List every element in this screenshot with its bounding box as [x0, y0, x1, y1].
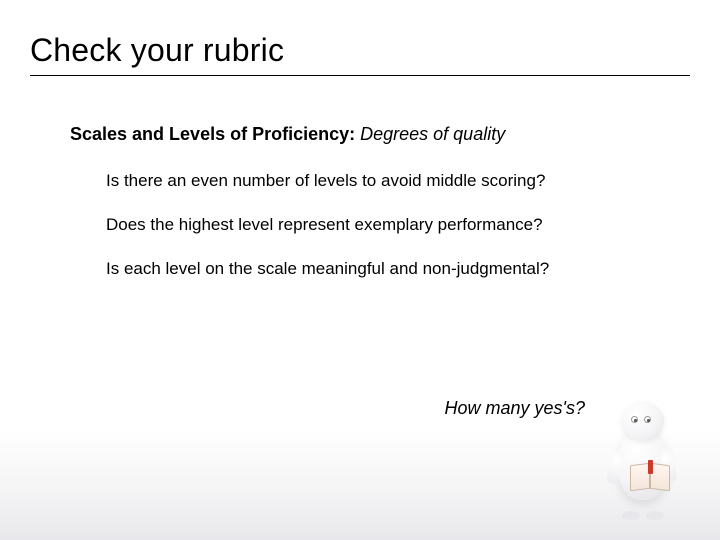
book-bookmark — [648, 460, 653, 474]
question-3: Is each level on the scale meaningful an… — [106, 259, 690, 279]
mascot-eye-right — [644, 416, 651, 423]
subheading: Scales and Levels of Proficiency: Degree… — [70, 124, 690, 145]
mascot-illustration — [600, 400, 690, 520]
mascot-foot-right — [646, 511, 664, 520]
title-underline — [30, 75, 690, 76]
page-title: Check your rubric — [30, 32, 690, 69]
mascot-head — [622, 402, 664, 440]
subheading-bold: Scales and Levels of Proficiency: — [70, 124, 360, 144]
question-2: Does the highest level represent exempla… — [106, 215, 690, 235]
book-page-right — [650, 463, 670, 491]
subheading-italic: Degrees of quality — [360, 124, 505, 144]
mascot-book — [630, 464, 670, 490]
mascot-eye-left — [631, 416, 638, 423]
slide-container: Check your rubric Scales and Levels of P… — [0, 0, 720, 540]
callout-text: How many yes's? — [445, 398, 585, 419]
question-1: Is there an even number of levels to avo… — [106, 171, 690, 191]
book-page-left — [630, 463, 650, 491]
mascot-foot-left — [622, 511, 640, 520]
